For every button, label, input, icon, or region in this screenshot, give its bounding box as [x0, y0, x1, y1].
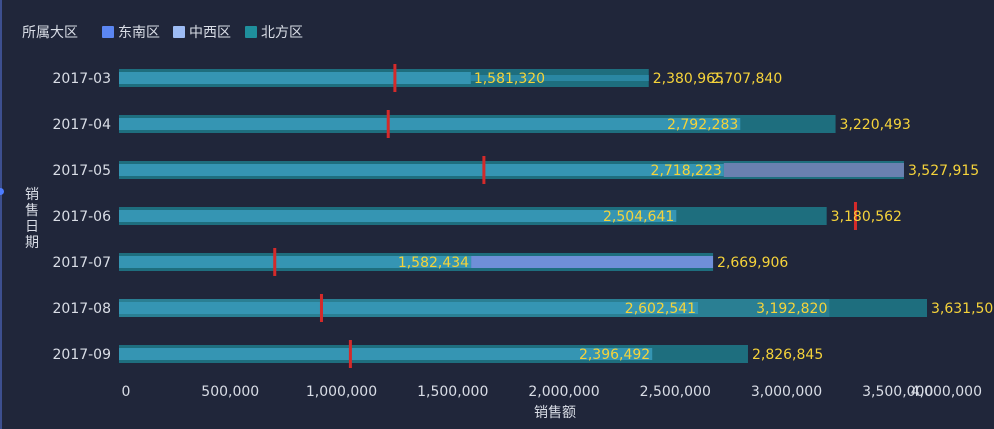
label-north-2017-07: 2,669,906 [717, 255, 788, 271]
reference-mark-2017-06[interactable] [853, 202, 857, 230]
label-midwest-2017-07: 1,582,434 [398, 255, 469, 271]
bar-midwest-2017-04[interactable] [119, 118, 741, 130]
y-tick-2017-07: 2017-07 [53, 255, 112, 271]
reference-mark-2017-05[interactable] [482, 156, 486, 184]
x-axis: 0 500,000 1,000,000 1,500,000 2,000,000 2,500… [122, 384, 982, 400]
x-tick-3: 1,500,000 [417, 384, 488, 400]
x-tick-5: 2,500,000 [640, 384, 711, 400]
y-axis-title: 销售日期 [25, 187, 39, 251]
y-tick-2017-05: 2017-05 [53, 163, 112, 179]
legend-title: 所属大区 [22, 25, 78, 41]
legend-label-1[interactable]: 中西区 [189, 25, 231, 41]
reference-mark-2017-03[interactable] [393, 64, 397, 92]
bar-midwest-2017-03[interactable] [119, 72, 471, 84]
reference-marks-layer [273, 64, 857, 368]
label-extra-2017-03: 2,707,840 [711, 71, 782, 87]
legend-swatch-2[interactable] [245, 26, 257, 38]
y-axis: 2017-03 2017-04 2017-05 2017-06 2017-07 2017-… [53, 71, 112, 363]
x-tick-2: 1,000,000 [306, 384, 377, 400]
legend-label-0[interactable]: 东南区 [118, 25, 160, 41]
y-tick-2017-08: 2017-08 [53, 301, 112, 317]
x-tick-0: 0 [122, 384, 131, 400]
reference-mark-2017-08[interactable] [319, 294, 323, 322]
bar-midwest-2017-09[interactable] [119, 348, 653, 360]
bars-layer [119, 69, 928, 363]
left-edge-handle[interactable] [0, 188, 4, 195]
x-tick-4: 2,000,000 [528, 384, 599, 400]
label-north-2017-06: 3,180,562 [831, 209, 902, 225]
reference-mark-2017-04[interactable] [386, 110, 390, 138]
x-axis-title: 销售额 [534, 405, 576, 421]
y-tick-2017-04: 2017-04 [53, 117, 112, 133]
legend-label-2[interactable]: 北方区 [261, 25, 303, 41]
legend: 所属大区 东南区 中西区 北方区 [22, 25, 303, 41]
label-north-2017-05: 3,527,915 [908, 163, 979, 179]
label-midwest-2017-08: 2,602,541 [625, 301, 696, 317]
x-tick-7: 3,500,000 [862, 384, 933, 400]
legend-swatch-0[interactable] [102, 26, 114, 38]
label-southeast-2017-08: 3,192,820 [756, 301, 827, 317]
x-tick-8: 4,000,000 [911, 384, 982, 400]
bar-midwest-2017-05[interactable] [119, 164, 724, 176]
legend-swatch-1[interactable] [173, 26, 185, 38]
bar-segment-2017-07[interactable] [471, 256, 714, 268]
y-tick-2017-06: 2017-06 [53, 209, 112, 225]
label-north-2017-09: 2,826,845 [752, 347, 823, 363]
label-midwest-2017-09: 2,396,492 [579, 347, 650, 363]
reference-mark-2017-09[interactable] [348, 340, 352, 368]
data-labels-layer: 1,581,320 2,380,965 2,792,283 3,220,493 2,71… [398, 71, 994, 363]
bar-midwest-2017-06[interactable] [119, 210, 677, 222]
label-midwest-2017-04: 2,792,283 [667, 117, 738, 133]
label-north-2017-08: 3,631,505 [931, 301, 994, 317]
bar-midwest-2017-07[interactable] [119, 256, 472, 268]
bar-ext-2017-03[interactable] [470, 75, 649, 81]
y-tick-2017-03: 2017-03 [53, 71, 112, 87]
y-tick-2017-09: 2017-09 [53, 347, 112, 363]
label-north-2017-03: 2,380,965 [653, 71, 724, 87]
x-tick-6: 3,000,000 [751, 384, 822, 400]
x-tick-1: 500,000 [201, 384, 259, 400]
left-edge-accent [0, 0, 2, 429]
label-north-2017-04: 3,220,493 [840, 117, 911, 133]
label-midwest-2017-06: 2,504,641 [603, 209, 674, 225]
bar-tail-2017-05[interactable] [723, 163, 904, 177]
label-midwest-2017-03: 1,581,320 [474, 71, 545, 87]
reference-mark-2017-07[interactable] [273, 248, 277, 276]
label-midwest-2017-05: 2,718,223 [651, 163, 722, 179]
bar-midwest-2017-08[interactable] [119, 302, 699, 314]
